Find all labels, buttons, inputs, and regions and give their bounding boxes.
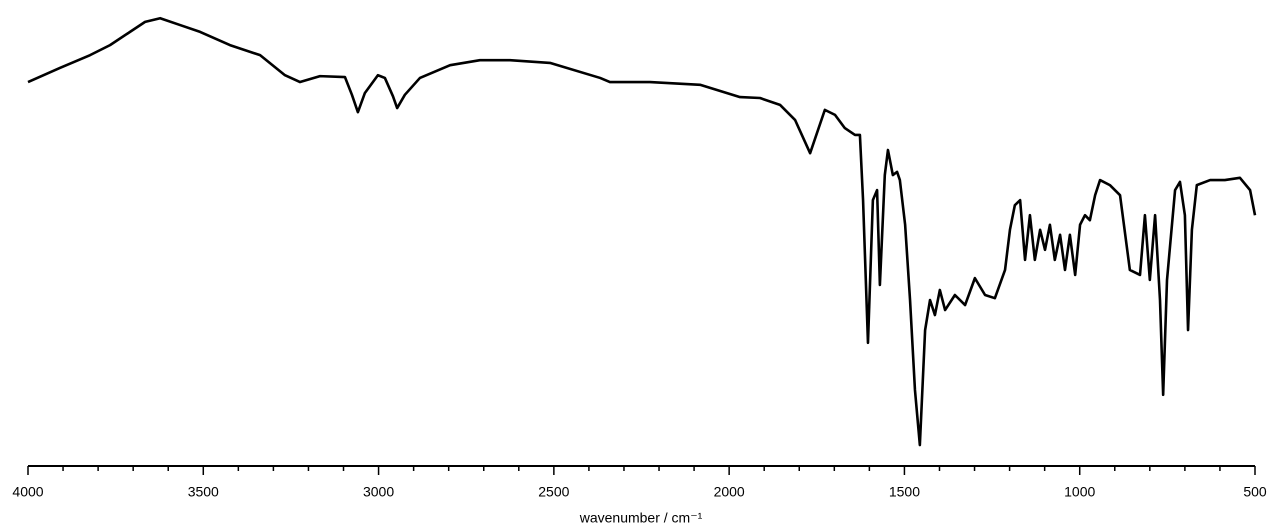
x-tick-label: 2000 <box>714 484 745 500</box>
x-tick-label: 3500 <box>188 484 219 500</box>
x-axis-label: wavenumber / cm⁻¹ <box>579 510 703 526</box>
x-tick-label: 1000 <box>1064 484 1095 500</box>
x-tick-label: 500 <box>1243 484 1267 500</box>
x-tick-label: 4000 <box>12 484 43 500</box>
x-tick-label: 3000 <box>363 484 394 500</box>
x-tick-label: 1500 <box>889 484 920 500</box>
spectrum-line <box>27 16 1257 447</box>
x-tick-label: 2500 <box>538 484 569 500</box>
